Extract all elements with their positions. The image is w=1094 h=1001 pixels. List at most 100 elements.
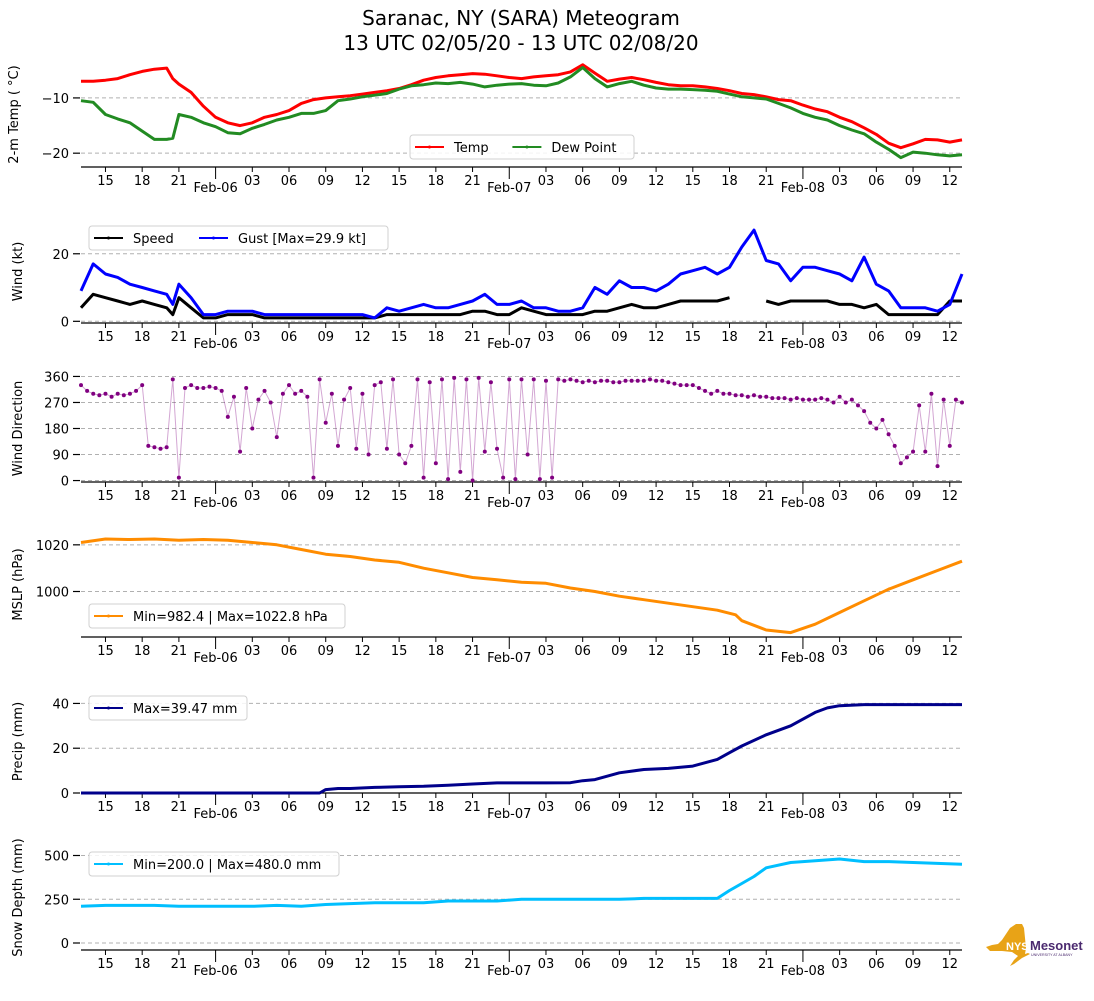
data-point xyxy=(654,378,659,383)
x-date-label: Feb-07 xyxy=(487,807,531,822)
x-tick-label: 09 xyxy=(905,800,922,815)
data-point xyxy=(170,377,175,382)
y-axis-label: Wind (kt) xyxy=(11,242,26,302)
legend-label: Speed xyxy=(133,232,174,247)
x-tick-label: 12 xyxy=(648,489,665,504)
legend-box xyxy=(88,851,340,877)
x-tick-label: 03 xyxy=(538,644,555,659)
data-point xyxy=(666,380,671,385)
data-point xyxy=(647,377,652,382)
data-point xyxy=(85,388,90,393)
y-axis-label: MSLP (hPa) xyxy=(11,548,26,620)
data-point xyxy=(238,449,243,454)
data-point xyxy=(580,380,585,385)
x-tick-label: 15 xyxy=(685,174,702,189)
legend-marker xyxy=(107,706,110,710)
x-date-label: Feb-07 xyxy=(487,651,531,666)
data-point xyxy=(274,435,279,440)
series-line-gust-max-29-9-kt xyxy=(79,228,964,320)
x-tick-label: 09 xyxy=(317,489,334,504)
data-point xyxy=(446,477,451,482)
y-tick-label: 270 xyxy=(44,396,69,411)
x-tick-label: 18 xyxy=(428,489,445,504)
x-tick-label: 21 xyxy=(758,489,775,504)
data-point xyxy=(629,378,634,383)
x-tick-label: 18 xyxy=(721,489,738,504)
data-point xyxy=(611,380,616,385)
data-point xyxy=(605,378,610,383)
x-tick-label: 21 xyxy=(464,330,481,345)
data-point xyxy=(556,377,561,382)
data-point xyxy=(109,394,114,399)
x-tick-label: 18 xyxy=(134,644,151,659)
x-tick-label: 18 xyxy=(721,644,738,659)
y-tick-label: 90 xyxy=(52,449,69,464)
data-point xyxy=(960,400,964,405)
x-tick-label: 09 xyxy=(317,330,334,345)
x-tick-label: 06 xyxy=(281,489,298,504)
x-tick-label: 06 xyxy=(574,800,591,815)
data-point xyxy=(635,378,640,383)
series-line-temp xyxy=(81,63,963,150)
data-point xyxy=(819,396,824,401)
data-point xyxy=(641,378,646,383)
x-tick-label: 15 xyxy=(685,800,702,815)
x-tick-label: 18 xyxy=(134,800,151,815)
series-line-wdir xyxy=(80,377,963,481)
series-line-min-982-4-max-1022-8-hpa xyxy=(80,537,963,635)
data-point xyxy=(458,469,463,474)
data-point xyxy=(335,443,340,448)
x-date-label: Feb-08 xyxy=(781,807,825,822)
data-point xyxy=(280,391,285,396)
data-point xyxy=(519,377,524,382)
x-tick-label: 03 xyxy=(244,800,261,815)
data-point xyxy=(855,403,860,408)
y-axis-label: Precip (mm) xyxy=(11,702,26,781)
data-point xyxy=(825,397,830,402)
data-point xyxy=(354,446,359,451)
legend-marker xyxy=(107,862,110,866)
x-tick-label: 09 xyxy=(905,330,922,345)
data-point xyxy=(103,391,108,396)
x-tick-label: 12 xyxy=(941,644,958,659)
x-tick-label: 09 xyxy=(317,644,334,659)
data-point xyxy=(507,377,512,382)
y-tick-label: 500 xyxy=(44,850,69,865)
x-date-label: Feb-06 xyxy=(193,651,237,666)
data-point xyxy=(703,388,708,393)
x-date-label: Feb-07 xyxy=(487,964,531,979)
data-point xyxy=(311,475,316,480)
x-tick-label: 06 xyxy=(281,174,298,189)
data-point xyxy=(97,393,102,398)
x-date-label: Feb-06 xyxy=(193,337,237,352)
x-tick-label: 12 xyxy=(354,489,371,504)
data-point xyxy=(911,449,916,454)
data-point xyxy=(158,446,163,451)
data-point xyxy=(776,396,781,401)
x-tick-label: 09 xyxy=(611,800,628,815)
data-point xyxy=(800,397,805,402)
data-point xyxy=(788,397,793,402)
y-axis-label: Wind Direction xyxy=(11,381,26,477)
x-tick-label: 15 xyxy=(97,957,114,972)
y-tick-label: 0 xyxy=(61,787,69,802)
data-point xyxy=(696,386,701,391)
x-tick-label: 12 xyxy=(648,174,665,189)
data-point xyxy=(568,377,573,382)
legend-box xyxy=(88,603,346,629)
ny-state-shape-icon xyxy=(986,924,1030,966)
x-tick-label: 03 xyxy=(831,644,848,659)
legend-label: Temp xyxy=(453,141,489,156)
data-point xyxy=(121,393,126,398)
data-point xyxy=(433,461,438,466)
data-point xyxy=(452,375,457,380)
logo-brand-text: Mesonet xyxy=(1030,938,1083,953)
y-tick-label: 0 xyxy=(61,315,69,330)
data-point xyxy=(739,393,744,398)
x-tick-label: 06 xyxy=(281,330,298,345)
data-point xyxy=(79,383,83,388)
x-tick-label: 06 xyxy=(868,800,885,815)
x-tick-label: 15 xyxy=(391,644,408,659)
y-axis-label: 2-m Temp ( °C) xyxy=(7,65,22,163)
data-point xyxy=(764,394,769,399)
